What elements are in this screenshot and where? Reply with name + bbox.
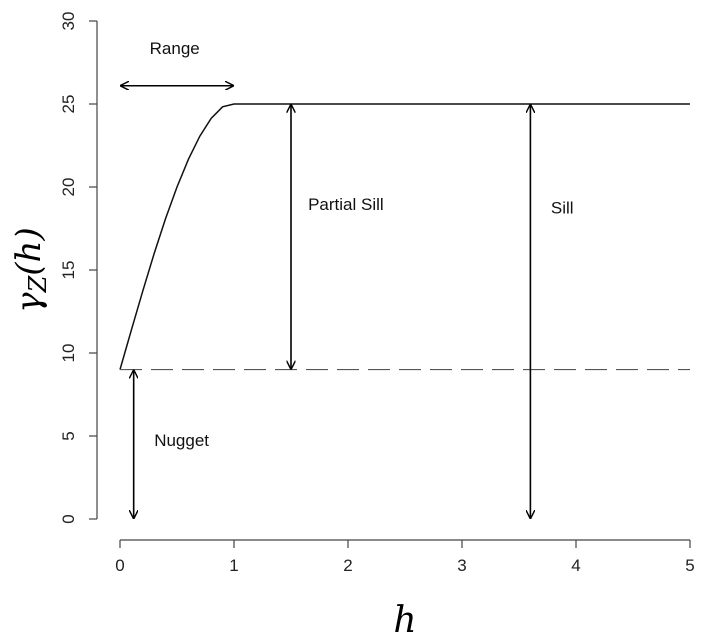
annotations: Range Partial Sill Sill Nugget — [120, 39, 574, 519]
y-axis-title-symbol: γ — [9, 292, 49, 313]
y-tick-label: 5 — [59, 431, 78, 440]
y-tick-label: 20 — [59, 178, 78, 197]
y-axis-title-subscript: Z — [24, 274, 52, 293]
x-tick-label: 2 — [343, 556, 352, 575]
plot-area — [119, 103, 690, 371]
x-axis-title: h — [393, 600, 416, 641]
axes: 0 1 2 3 4 5 0 5 10 15 20 25 30 — [59, 12, 695, 575]
y-tick-label: 25 — [59, 95, 78, 114]
range-label: Range — [150, 39, 200, 58]
y-tick-label: 30 — [59, 12, 78, 31]
x-tick-label: 3 — [457, 556, 466, 575]
nugget-label: Nugget — [154, 431, 209, 450]
sill-label: Sill — [551, 199, 574, 218]
y-tick-label: 10 — [59, 344, 78, 363]
partial-sill-label: Partial Sill — [308, 195, 384, 214]
variogram-curve — [119, 103, 690, 370]
x-tick-label: 0 — [115, 556, 124, 575]
x-tick-label: 4 — [571, 556, 580, 575]
x-tick-label: 5 — [685, 556, 694, 575]
y-axis-title: γZ(h) — [9, 227, 52, 312]
y-tick-label: 0 — [59, 514, 78, 523]
y-axis-title-argument: (h) — [9, 227, 49, 275]
y-tick-label: 15 — [59, 261, 78, 280]
x-tick-label: 1 — [229, 556, 238, 575]
